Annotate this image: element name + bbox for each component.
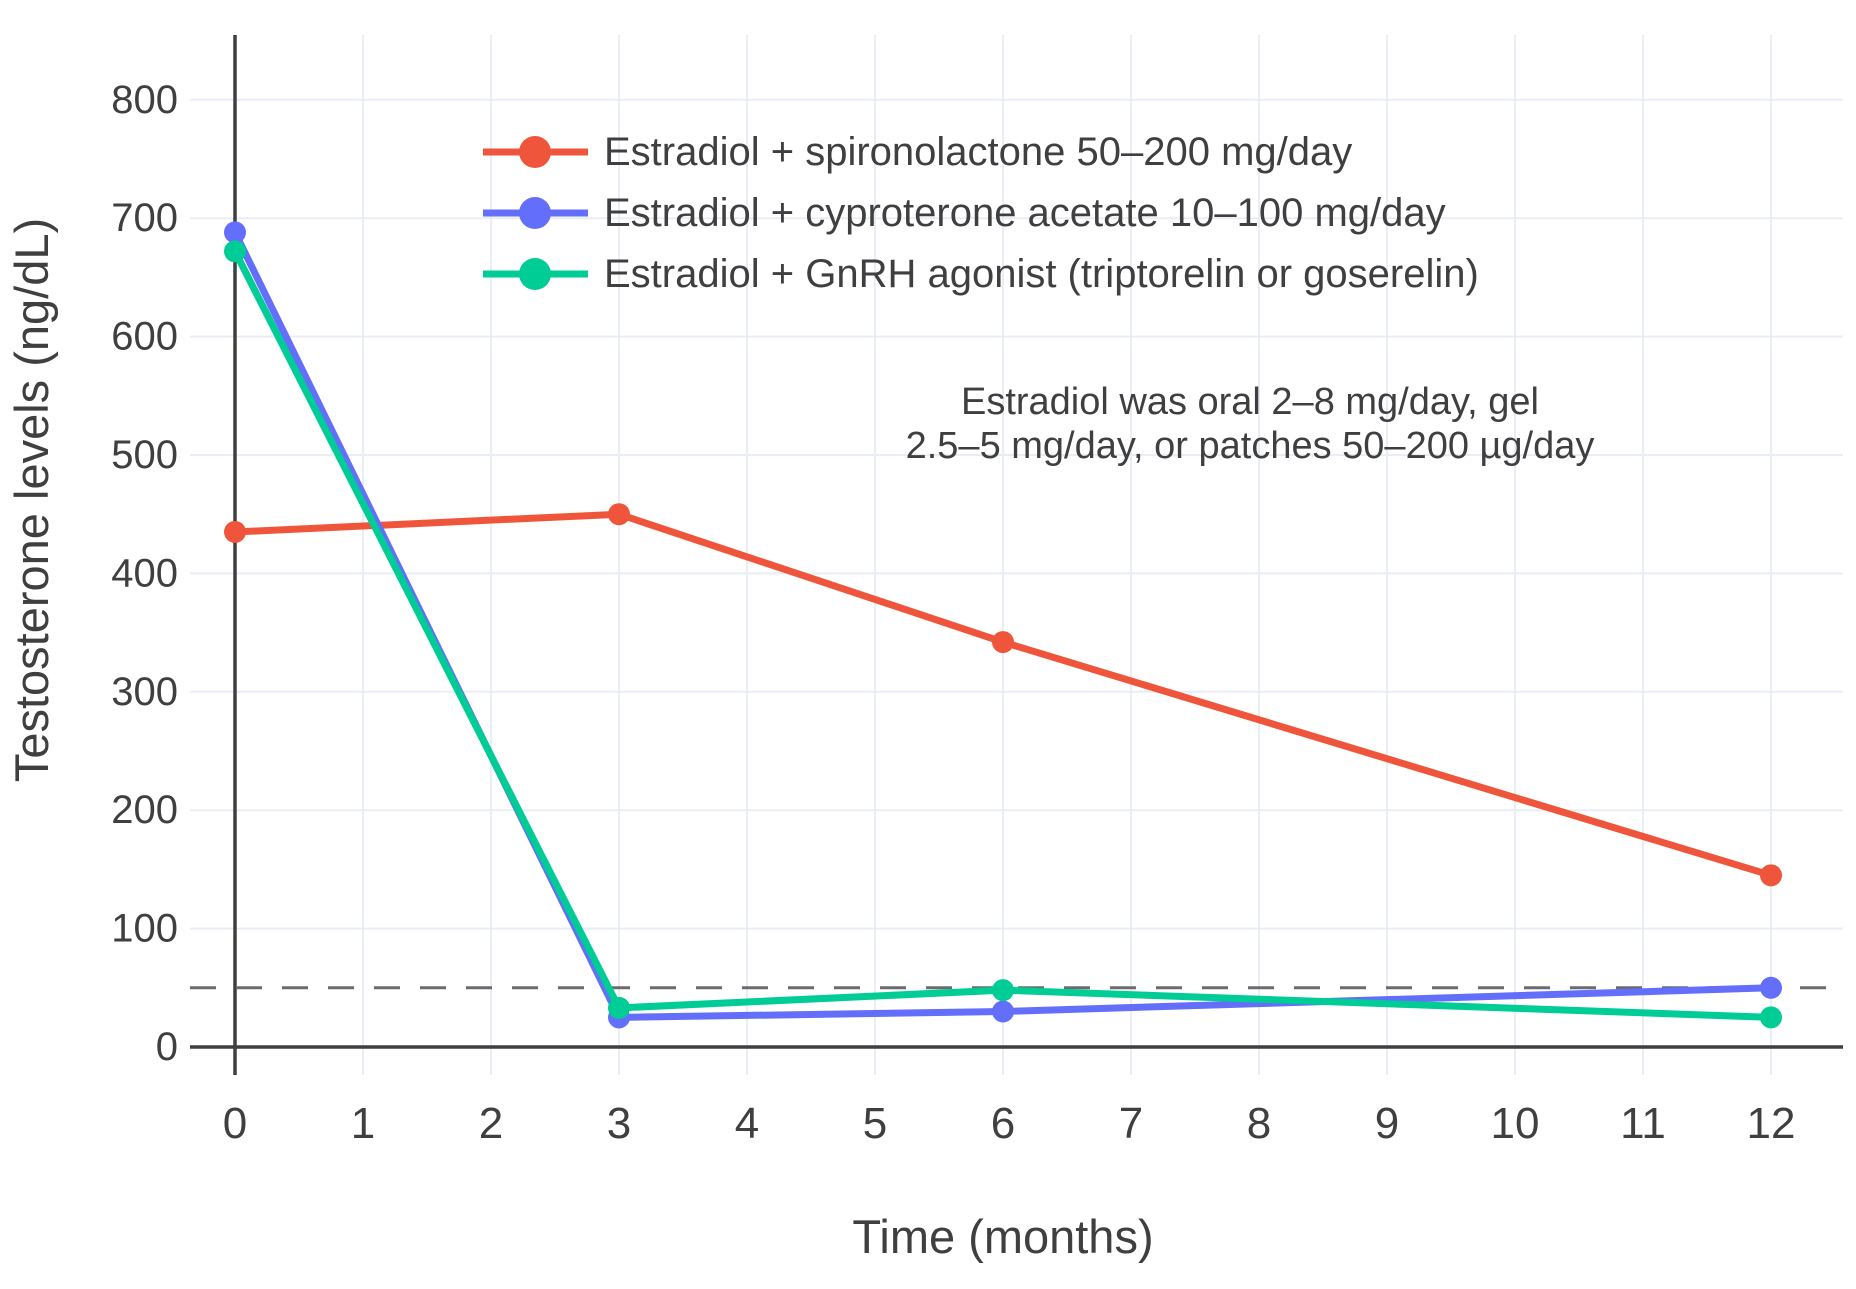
data-point [992, 1000, 1014, 1023]
x-tick-label: 6 [991, 1099, 1015, 1148]
series-2 [224, 240, 1782, 1029]
gridlines [190, 35, 1843, 1075]
x-tick-label: 1 [351, 1099, 375, 1148]
y-tick-label: 800 [111, 78, 178, 122]
legend-label: Estradiol + spironolactone 50–200 mg/day [604, 130, 1352, 174]
data-point [1760, 976, 1782, 999]
data-point [608, 503, 630, 526]
annotation-line-1: Estradiol was oral 2–8 mg/day, gel [961, 381, 1539, 423]
x-tick-label: 9 [1375, 1099, 1399, 1148]
data-point [608, 996, 630, 1019]
x-tick-label: 5 [863, 1099, 887, 1148]
x-tick-label: 4 [735, 1099, 759, 1148]
series-line [231, 247, 1775, 1021]
legend-item-spironolactone[interactable]: Estradiol + spironolactone 50–200 mg/day [483, 130, 1352, 174]
y-axis-title: Testosterone levels (ng/dL) [5, 218, 58, 782]
x-axis-title: Time (months) [852, 1210, 1153, 1263]
data-point [992, 979, 1014, 1002]
data-point [224, 221, 246, 244]
data-series [224, 221, 1782, 1029]
series-line [231, 510, 1775, 879]
y-tick-label: 100 [111, 907, 178, 951]
x-tick-label: 8 [1247, 1099, 1271, 1148]
y-tick-label: 700 [111, 196, 178, 240]
data-point [224, 240, 246, 263]
legend-marker-dot [519, 258, 551, 290]
y-tick-label: 600 [111, 315, 178, 359]
data-point [224, 520, 246, 543]
annotation-line-2: 2.5–5 mg/day, or patches 50–200 µg/day [906, 425, 1595, 467]
legend-label: Estradiol + GnRH agonist (triptorelin or… [604, 252, 1479, 296]
y-tick-label: 400 [111, 551, 178, 595]
legend-item-cyproterone[interactable]: Estradiol + cyproterone acetate 10–100 m… [483, 191, 1446, 235]
x-tick-label: 11 [1620, 1099, 1666, 1148]
x-tick-label: 12 [1747, 1099, 1796, 1148]
legend-label: Estradiol + cyproterone acetate 10–100 m… [604, 191, 1446, 235]
series-0 [224, 503, 1782, 887]
x-tick-label: 10 [1491, 1099, 1540, 1148]
x-tick-label: 0 [223, 1099, 247, 1148]
legend: Estradiol + spironolactone 50–200 mg/day… [483, 130, 1479, 296]
legend-marker-dot [519, 197, 551, 229]
x-tick-label: 3 [607, 1099, 631, 1148]
legend-marker-dot [519, 136, 551, 168]
y-tick-label: 300 [111, 670, 178, 714]
legend-item-gnrh-agonist[interactable]: Estradiol + GnRH agonist (triptorelin or… [483, 252, 1479, 296]
x-tick-label: 2 [479, 1099, 503, 1148]
estradiol-dose-annotation: Estradiol was oral 2–8 mg/day, gel 2.5–5… [906, 381, 1595, 467]
data-point [1760, 864, 1782, 887]
zerolines [190, 35, 1843, 1075]
data-point [992, 631, 1014, 654]
x-tick-label: 7 [1119, 1099, 1143, 1148]
y-tick-label: 0 [156, 1025, 178, 1069]
y-tick-label: 500 [111, 433, 178, 477]
data-point [1760, 1006, 1782, 1029]
y-tick-label: 200 [111, 788, 178, 832]
